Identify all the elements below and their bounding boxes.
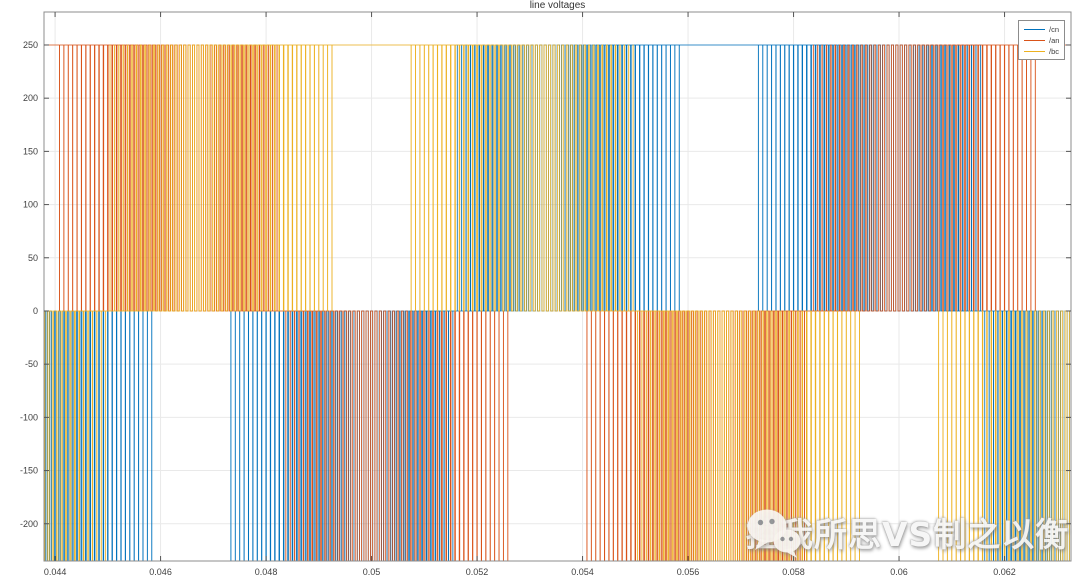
series-line-bc — [44, 44, 1071, 561]
legend-line-sample-bc — [1024, 51, 1045, 52]
legend-item-an[interactable]: /an — [1024, 35, 1059, 46]
legend-label-an: /an — [1049, 36, 1060, 45]
legend-item-cn[interactable]: /cn — [1024, 24, 1059, 35]
x-tick-label: 0.048 — [255, 567, 278, 577]
legend-item-bc[interactable]: /bc — [1024, 46, 1059, 57]
y-tick-label: -200 — [20, 519, 38, 529]
y-tick-label: 150 — [23, 146, 38, 156]
watermark: 控我所思VS制之以衡 — [746, 508, 1070, 558]
y-tick-label: 0 — [33, 306, 38, 316]
y-tick-label: -100 — [20, 412, 38, 422]
legend-line-sample-an — [1024, 40, 1045, 41]
legend-label-bc: /bc — [1049, 47, 1060, 56]
tick-labels: 250 200 150 100 50 0 -50 -100 -150 -200 0.044 0.046… — [20, 40, 1016, 577]
x-tick-label: 0.056 — [677, 567, 700, 577]
y-tick-label: 100 — [23, 200, 38, 210]
x-tick-label: 0.062 — [993, 567, 1016, 577]
y-tick-label: -150 — [20, 466, 38, 476]
series-group — [44, 44, 1071, 561]
x-tick-label: 0.046 — [149, 567, 172, 577]
plot-title: line voltages — [529, 0, 586, 11]
y-tick-label: 200 — [23, 93, 38, 103]
x-tick-label: 0.044 — [44, 567, 67, 577]
legend[interactable]: /cn /an /bc — [1018, 20, 1066, 60]
x-tick-label: 0.05 — [363, 567, 381, 577]
y-tick-label: 50 — [28, 253, 38, 263]
x-tick-label: 0.052 — [466, 567, 489, 577]
watermark-text: 控我所思VS制之以衡 — [746, 515, 1070, 554]
x-tick-label: 0.054 — [571, 567, 594, 577]
axis-box — [43, 11, 1072, 562]
y-tick-label: -50 — [25, 359, 38, 369]
ticks — [44, 12, 1071, 561]
x-tick-label: 0.058 — [782, 567, 805, 577]
x-tick-label: 0.06 — [890, 567, 908, 577]
legend-label-cn: /cn — [1049, 25, 1060, 34]
wechat-icon — [747, 509, 801, 558]
legend-line-sample-cn — [1024, 29, 1045, 30]
y-tick-label: 250 — [23, 40, 38, 50]
